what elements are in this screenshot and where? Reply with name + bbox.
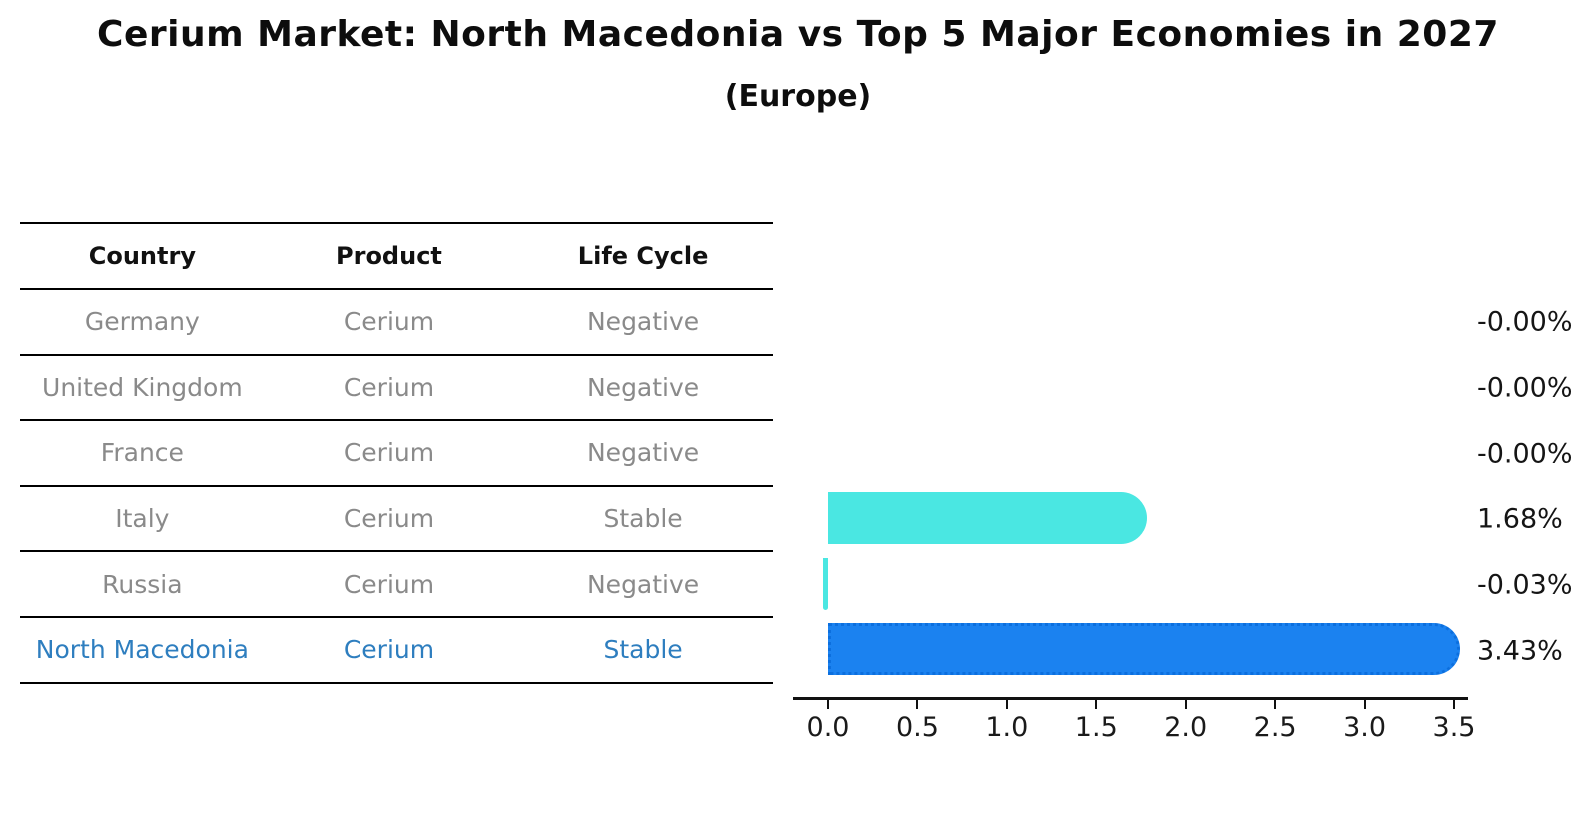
bar-north-macedonia — [828, 623, 1460, 676]
cell-life-cycle: Stable — [603, 504, 683, 534]
x-tick-label: 1.0 — [985, 712, 1029, 743]
value-label: 1.68% — [1477, 503, 1563, 535]
table-row: France Cerium Negative — [20, 421, 773, 487]
chart-subtitle: (Europe) — [724, 79, 872, 114]
value-label: 3.43% — [1477, 635, 1563, 667]
cell-country: North Macedonia — [35, 635, 249, 665]
col-header-country: Country — [88, 242, 196, 270]
bar-russia — [822, 557, 828, 610]
x-tick-mark — [1274, 700, 1277, 709]
x-tick-mark — [1363, 700, 1366, 709]
col-header-life-cycle: Life Cycle — [577, 242, 709, 270]
table-row-highlighted: North Macedonia Cerium Stable — [20, 618, 773, 684]
cell-product: Cerium — [343, 504, 435, 534]
cell-product: Cerium — [343, 438, 435, 468]
cell-life-cycle: Stable — [603, 635, 683, 665]
x-tick-label: 1.5 — [1074, 712, 1118, 743]
cell-product: Cerium — [343, 307, 435, 337]
x-tick-label: 0.0 — [806, 712, 850, 743]
x-tick-label: 3.0 — [1343, 712, 1387, 743]
table-row: Russia Cerium Negative — [20, 552, 773, 618]
x-tick-mark — [1095, 700, 1098, 709]
value-label: -0.00% — [1477, 372, 1573, 404]
table-header-row: Country Product Life Cycle — [20, 222, 773, 290]
cell-life-cycle: Negative — [586, 307, 700, 337]
x-tick-label: 2.0 — [1164, 712, 1208, 743]
x-tick-mark — [1453, 700, 1455, 709]
cell-life-cycle: Negative — [586, 569, 700, 599]
x-tick-mark — [916, 700, 919, 709]
country-table: Country Product Life Cycle Germany Ceriu… — [20, 222, 773, 684]
x-axis-ticks: 0.0 0.5 1.0 1.5 2.0 2.5 3.0 3.5 — [807, 700, 1475, 760]
col-header-product: Product — [336, 242, 442, 270]
value-label: -0.00% — [1477, 438, 1573, 470]
x-axis-line — [793, 697, 1468, 700]
cell-product: Cerium — [343, 635, 435, 665]
cell-life-cycle: Negative — [586, 372, 700, 402]
value-label: -0.03% — [1477, 569, 1573, 601]
x-tick-mark — [1005, 700, 1008, 709]
x-tick-mark — [1184, 700, 1187, 709]
chart-title: Cerium Market: North Macedonia vs Top 5 … — [97, 14, 1499, 55]
value-label: -0.00% — [1477, 306, 1573, 338]
cell-country: United Kingdom — [42, 372, 243, 402]
x-tick-label: 0.5 — [895, 712, 939, 743]
x-tick-label: 2.5 — [1253, 712, 1297, 743]
table-row: Italy Cerium Stable — [20, 487, 773, 553]
cell-country: Italy — [115, 504, 170, 534]
x-tick-label: 3.5 — [1432, 712, 1476, 743]
cell-country: France — [100, 438, 184, 468]
bar-italy — [828, 491, 1147, 544]
cell-product: Cerium — [343, 372, 435, 402]
x-tick-mark — [827, 700, 829, 709]
cell-country: Germany — [84, 307, 200, 337]
table-row: Germany Cerium Negative — [20, 290, 773, 356]
cell-life-cycle: Negative — [586, 438, 700, 468]
cell-product: Cerium — [343, 569, 435, 599]
table-row: United Kingdom Cerium Negative — [20, 356, 773, 422]
cell-country: Russia — [102, 569, 183, 599]
